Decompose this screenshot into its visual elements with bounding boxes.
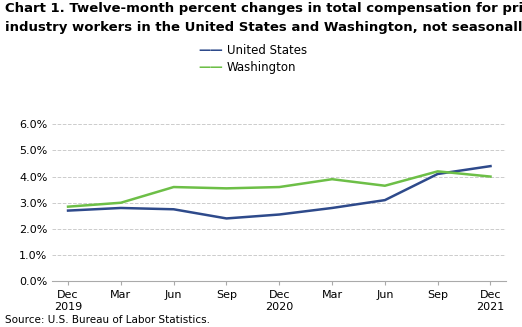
- Text: ——: ——: [198, 44, 223, 57]
- Washington: [223, 186, 230, 190]
- United States: [434, 172, 441, 176]
- Text: United States: United States: [227, 44, 307, 57]
- United States: [223, 216, 230, 220]
- United States: [65, 209, 71, 213]
- Text: industry workers in the United States and Washington, not seasonally: industry workers in the United States an…: [5, 21, 522, 34]
- Text: ——: ——: [198, 60, 223, 74]
- Washington: [276, 185, 282, 189]
- Washington: [488, 175, 494, 179]
- Washington: [171, 185, 177, 189]
- Washington: [65, 205, 71, 209]
- Text: Washington: Washington: [227, 60, 296, 74]
- Text: Source: U.S. Bureau of Labor Statistics.: Source: U.S. Bureau of Labor Statistics.: [5, 315, 210, 325]
- United States: [171, 207, 177, 211]
- United States: [276, 213, 282, 216]
- United States: [382, 198, 388, 202]
- United States: [488, 164, 494, 168]
- United States: [329, 206, 335, 210]
- United States: [118, 206, 124, 210]
- Line: United States: United States: [68, 166, 491, 218]
- Text: Chart 1. Twelve-month percent changes in total compensation for private: Chart 1. Twelve-month percent changes in…: [5, 2, 522, 15]
- Line: Washington: Washington: [68, 171, 491, 207]
- Washington: [434, 169, 441, 173]
- Washington: [382, 184, 388, 188]
- Washington: [118, 201, 124, 205]
- Washington: [329, 177, 335, 181]
